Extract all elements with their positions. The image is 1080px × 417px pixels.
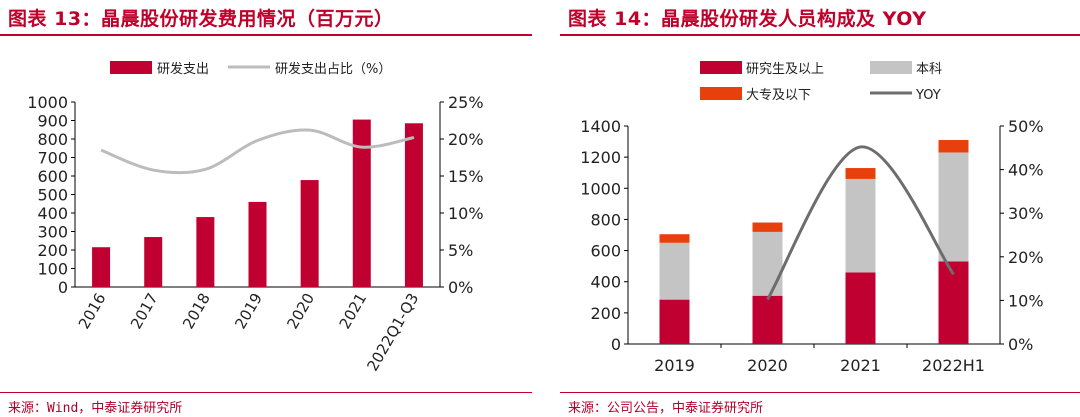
y-right-tick-label: 15% (448, 167, 484, 186)
bar-bachelor (845, 178, 876, 273)
y-right-tick-label: 5% (448, 241, 473, 260)
chart-source: 来源：公司公告，中泰证券研究所 (568, 401, 764, 416)
y-left-tick-label: 1200 (580, 148, 621, 167)
bar-college (752, 222, 783, 232)
legend-swatch-postgrad (700, 61, 742, 74)
bar-college (938, 140, 969, 153)
y-left-tick-label: 600 (590, 242, 621, 261)
y-left-tick-label: 400 (37, 204, 68, 223)
legend-swatch-bachelor (870, 61, 912, 74)
bar-rd-expense (300, 180, 319, 287)
line-rd-ratio (100, 128, 415, 175)
title-rule (560, 34, 1080, 36)
y-right-tick-label: 0% (448, 278, 473, 297)
bar-rd-expense (196, 217, 215, 287)
y-right-tick-label: 50% (1008, 117, 1044, 136)
y-right-tick-label: 20% (1008, 248, 1044, 267)
x-tick-label: 2020 (747, 356, 788, 375)
legend-swatch-rd-expense (110, 61, 152, 74)
line-yoy (766, 145, 955, 301)
bar-bachelor (752, 231, 783, 296)
x-tick-label: 2022Q1-Q3 (363, 290, 422, 374)
legend-label-rd-expense: 研发支出 (157, 61, 209, 77)
bar-postgrad (845, 272, 876, 344)
y-left-tick-label: 600 (37, 167, 68, 186)
source-rule (0, 392, 532, 393)
legend-label-postgrad: 研究生及以上 (746, 62, 824, 77)
y-right-tick-label: 25% (448, 93, 484, 112)
x-tick-label: 2017 (127, 290, 162, 332)
bar-postgrad (659, 299, 690, 344)
bar-bachelor (938, 152, 969, 262)
chart-panel-rd-staff: 图表 14：晶晨股份研发人员构成及 YOY 研究生及以上 本科大专及以下 YOY 0 2… (560, 0, 1080, 417)
bar-postgrad (938, 261, 969, 344)
bar-bachelor (659, 242, 690, 300)
chart-title: 图表 14：晶晨股份研发人员构成及 YOY (568, 8, 927, 30)
bar-rd-expense (144, 237, 163, 287)
y-left-tick-label: 700 (37, 149, 68, 168)
y-left-tick-label: 1000 (27, 93, 68, 112)
y-left-tick-label: 400 (590, 273, 621, 292)
bar-rd-expense (248, 201, 267, 287)
x-tick-label: 2019 (231, 290, 266, 332)
y-left-tick-label: 1400 (580, 117, 621, 136)
legend-swatch-college (700, 87, 742, 100)
y-left-tick-label: 0 (58, 278, 68, 297)
y-left-tick-label: 800 (590, 210, 621, 229)
x-tick-label: 2019 (654, 356, 695, 375)
x-tick-label: 2016 (75, 290, 110, 332)
y-right-tick-label: 30% (1008, 204, 1044, 223)
legend-label-yoy: YOY (915, 88, 941, 103)
y-left-tick-label: 100 (37, 260, 68, 279)
y-right-tick-label: 10% (1008, 291, 1044, 310)
chart-panel-rd-expense: 图表 13：晶晨股份研发费用情况（百万元） 研发支出 研发支出占比（%） 0 100 2… (0, 0, 532, 417)
x-tick-label: 2021 (336, 290, 371, 332)
y-left-tick-label: 800 (37, 130, 68, 149)
bar-rd-expense (92, 247, 111, 287)
rd-expense-chart: 研发支出 研发支出占比（%） 010020030040050060070080090… (27, 61, 484, 374)
y-left-tick-label: 200 (37, 241, 68, 260)
bar-college (845, 168, 876, 179)
x-tick-label: 2021 (840, 356, 881, 375)
y-left-tick-label: 300 (37, 223, 68, 242)
y-left-tick-label: 1000 (580, 179, 621, 198)
y-left-tick-label: 900 (37, 112, 68, 131)
y-left-tick-label: 0 (611, 335, 621, 354)
y-right-tick-label: 0% (1008, 335, 1033, 354)
y-right-tick-label: 10% (448, 204, 484, 223)
y-left-tick-label: 500 (37, 186, 68, 205)
chart-title: 图表 13：晶晨股份研发费用情况（百万元） (8, 8, 394, 30)
legend-label-college: 大专及以下 (746, 88, 811, 103)
y-right-tick-label: 40% (1008, 161, 1044, 180)
bar-college (659, 234, 690, 243)
bar-rd-expense (404, 123, 423, 288)
bar-rd-expense (352, 119, 371, 287)
legend-label-rd-ratio: 研发支出占比（%） (275, 61, 391, 77)
x-tick-label: 2020 (283, 290, 318, 332)
y-right-tick-label: 20% (448, 130, 484, 149)
chart-source: 来源：Wind，中泰证券研究所 (8, 401, 183, 416)
y-left-tick-label: 200 (590, 304, 621, 323)
title-rule (0, 34, 532, 36)
legend-label-bachelor: 本科 (916, 62, 942, 77)
x-tick-label: 2022H1 (922, 356, 985, 375)
source-rule (560, 392, 1080, 393)
x-tick-label: 2018 (179, 290, 214, 332)
bar-postgrad (752, 295, 783, 344)
